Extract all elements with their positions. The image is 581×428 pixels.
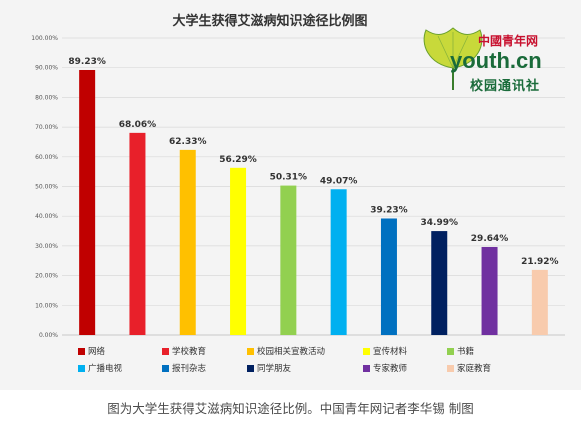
data-label: 56.29% xyxy=(219,155,257,165)
legend-label: 报刊杂志 xyxy=(172,363,207,374)
data-label: 29.64% xyxy=(471,234,509,244)
legend-swatch xyxy=(162,365,169,372)
y-tick-label: 30.00% xyxy=(35,243,58,250)
y-tick-label: 80.00% xyxy=(35,94,58,101)
bar xyxy=(531,269,548,335)
data-label: 39.23% xyxy=(370,205,408,215)
bar xyxy=(179,149,196,335)
legend-swatch xyxy=(162,348,169,355)
y-tick-label: 40.00% xyxy=(35,213,58,220)
bar xyxy=(230,167,247,335)
data-label: 68.06% xyxy=(119,120,157,130)
data-label: 62.33% xyxy=(169,137,207,147)
figure-caption: 图为大学生获得艾滋病知识途径比例。中国青年网记者李华锡 制图 xyxy=(107,401,474,416)
legend-label: 学校教育 xyxy=(172,346,206,357)
bar xyxy=(79,69,96,335)
bar xyxy=(330,189,347,335)
y-tick-label: 70.00% xyxy=(35,124,58,131)
legend-label: 校园相关宣教活动 xyxy=(257,346,326,357)
legend-label: 网络 xyxy=(88,346,106,357)
y-tick-label: 0.00% xyxy=(39,332,58,339)
bar xyxy=(481,246,498,335)
data-label: 21.92% xyxy=(521,257,559,267)
data-label: 89.23% xyxy=(68,57,106,67)
legend-swatch xyxy=(363,365,370,372)
data-label: 49.07% xyxy=(320,176,358,186)
legend-swatch xyxy=(247,365,254,372)
logo-domain: youth.cn xyxy=(450,48,542,73)
legend-label: 广播电视 xyxy=(88,363,123,374)
bar-chart: 0.00% 10.00% 20.00% 30.00% 40.00% 50.00% 60.00… xyxy=(31,35,565,374)
legend-swatch xyxy=(247,348,254,355)
legend-swatch xyxy=(78,365,85,372)
ginkgo-leaf-icon xyxy=(423,27,483,90)
y-tick-label: 100.00% xyxy=(31,35,58,42)
legend-swatch xyxy=(78,348,85,355)
chart-title: 大学生获得艾滋病知识途径比例图 xyxy=(172,14,368,29)
legend-swatch xyxy=(447,348,454,355)
y-tick-label: 50.00% xyxy=(35,184,58,191)
y-tick-label: 60.00% xyxy=(35,154,58,161)
y-tick-label: 10.00% xyxy=(35,302,58,309)
legend-label: 宣传材料 xyxy=(373,346,408,357)
legend-label: 书籍 xyxy=(457,346,474,357)
legend-label: 同学朋友 xyxy=(257,363,292,374)
youth-cn-logo: 中國青年网 youth.cn 校园通讯社 xyxy=(418,18,568,98)
bar xyxy=(380,218,397,335)
bar xyxy=(280,185,297,335)
legend-swatch xyxy=(447,365,454,372)
bar xyxy=(129,132,146,335)
legend-label: 家庭教育 xyxy=(457,363,491,374)
logo-chinese-brand: 中國青年网 xyxy=(478,34,539,48)
data-label: 50.31% xyxy=(270,173,308,183)
y-tick-label: 90.00% xyxy=(35,65,58,72)
legend-swatch xyxy=(363,348,370,355)
bar xyxy=(431,231,448,335)
logo-subtitle: 校园通讯社 xyxy=(470,79,541,94)
data-label: 34.99% xyxy=(421,218,459,228)
y-tick-label: 20.00% xyxy=(35,273,58,280)
legend-label: 专家教师 xyxy=(373,363,408,374)
chart-card: 大学生获得艾滋病知识途径比例图 0.00% 10.00% 20.00% 30.00% 4… xyxy=(0,0,581,390)
